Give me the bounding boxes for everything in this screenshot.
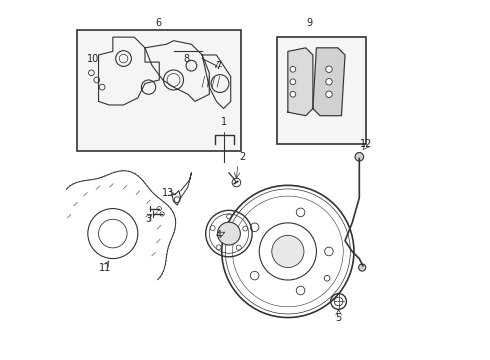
Polygon shape [288, 48, 313, 116]
Circle shape [218, 222, 241, 245]
Text: 7: 7 [215, 61, 221, 71]
Text: 1: 1 [220, 117, 227, 127]
Text: 12: 12 [360, 139, 372, 149]
Text: 13: 13 [162, 188, 174, 198]
Circle shape [290, 91, 296, 97]
Text: 8: 8 [183, 54, 189, 64]
Text: 3: 3 [146, 214, 151, 224]
Circle shape [359, 264, 366, 271]
Circle shape [272, 235, 304, 267]
Circle shape [355, 153, 364, 161]
Text: 4: 4 [215, 230, 221, 240]
Bar [77, 30, 242, 152]
Circle shape [326, 78, 332, 85]
Polygon shape [313, 48, 345, 116]
Bar [277, 37, 367, 144]
Text: 9: 9 [306, 18, 312, 28]
Text: 11: 11 [99, 262, 111, 273]
Text: 10: 10 [87, 54, 99, 64]
Circle shape [290, 66, 296, 72]
Text: 6: 6 [155, 18, 162, 28]
Circle shape [290, 79, 296, 85]
Text: 2: 2 [239, 152, 245, 162]
Circle shape [326, 66, 332, 72]
Circle shape [326, 91, 332, 98]
Text: 5: 5 [336, 312, 342, 323]
